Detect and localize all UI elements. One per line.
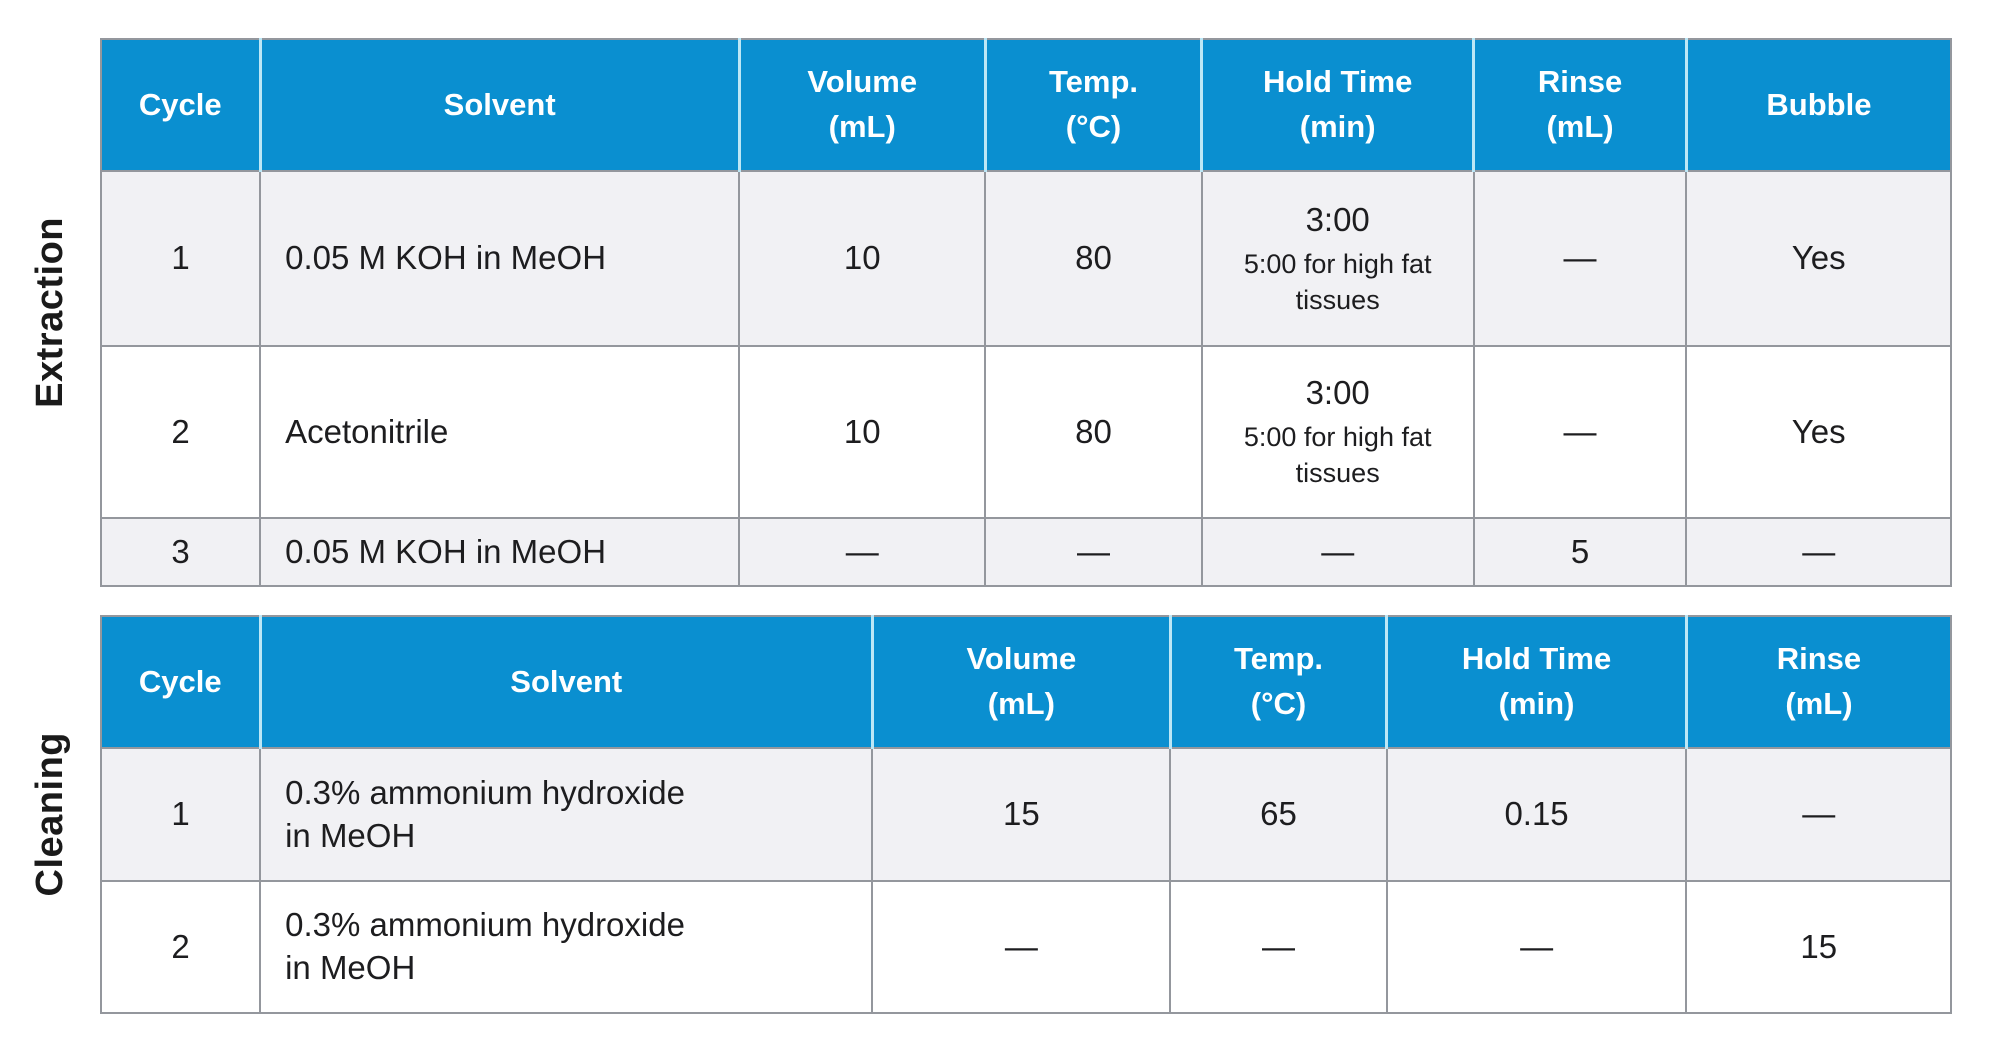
table-row: 2 Acetonitrile 10 80 3:00 5:00 for high fat t…: [99, 345, 1952, 519]
table-cell: —: [871, 880, 1172, 1014]
cell-note: 5:00 for high fat tissues: [1243, 422, 1432, 489]
table-cell: —: [1685, 747, 1952, 882]
table-cell: —: [1169, 880, 1388, 1014]
table-cell: 15: [871, 747, 1172, 882]
column-header: Rinse (mL): [1686, 616, 1952, 749]
table-cell: 15: [1685, 880, 1952, 1014]
column-header: Volume (mL): [739, 39, 987, 172]
column-header: Rinse (mL): [1473, 39, 1688, 172]
extraction-label: Extraction: [28, 217, 71, 408]
cleaning-label-column: Cleaning: [0, 732, 100, 896]
table-cell: 3: [99, 517, 262, 587]
table-cell: Acetonitrile: [259, 345, 741, 519]
column-header: Cycle: [101, 39, 262, 172]
table-cell: 3:00 5:00 for high fat tissues: [1200, 170, 1475, 347]
table-cell: 80: [984, 170, 1203, 347]
column-header: Temp. (°C): [985, 39, 1204, 172]
cleaning-table: Cycle Solvent Volume (mL) Temp. (°C) Hold Time…: [99, 615, 1952, 1014]
column-header: Solvent: [260, 616, 874, 749]
column-header: Bubble: [1686, 39, 1952, 172]
table-cell: —: [1200, 517, 1475, 587]
cleaning-section: Cleaning Cycle Solvent Volume (mL) Temp. (°C)…: [0, 615, 1952, 1014]
table-cell: 3:00 5:00 for high fat tissues: [1200, 345, 1475, 519]
table-cell: —: [1472, 345, 1688, 519]
table-row: 3 0.05 M KOH in MeOH — — —5—: [99, 517, 1952, 587]
column-header: Volume (mL): [872, 616, 1172, 749]
table-cell: 2: [99, 880, 262, 1014]
table-cell: 80: [984, 345, 1203, 519]
table-cell: 0.3% ammonium hydroxide in MeOH: [259, 880, 874, 1014]
table-cell: 0.15: [1385, 747, 1688, 882]
table-cell: 0.05 M KOH in MeOH: [259, 517, 741, 587]
table-cell: 10: [738, 170, 987, 347]
table-cell: 1: [99, 747, 262, 882]
cell-note: 5:00 for high fat tissues: [1243, 248, 1432, 315]
cell-main-value: 3:00: [1305, 200, 1370, 238]
table-cell: Yes: [1685, 345, 1952, 519]
column-header: Hold Time (min): [1386, 616, 1688, 749]
table-cell: 5: [1472, 517, 1688, 587]
table-cell: —: [1385, 880, 1688, 1014]
header-row: Cycle Solvent Volume (mL) Temp. (°C) Hold Time…: [101, 39, 1952, 172]
column-header: Temp. (°C): [1170, 616, 1389, 749]
column-header: Cycle: [101, 616, 262, 749]
table-cell: —: [1472, 170, 1688, 347]
table-row: 1 0.05 M KOH in MeOH 10 80 3:00 5:00 for high…: [99, 170, 1952, 347]
extraction-section: Extraction Cycle Solvent Volume (mL) Temp. (°…: [0, 38, 1952, 587]
table-cell: Yes: [1685, 170, 1952, 347]
table-cell: 0.05 M KOH in MeOH: [259, 170, 741, 347]
column-header: Hold Time (min): [1201, 39, 1476, 172]
table-cell: 0.3% ammonium hydroxide in MeOH: [259, 747, 874, 882]
table-cell: —: [1685, 517, 1952, 587]
table-cell: —: [738, 517, 987, 587]
table-cell: 65: [1169, 747, 1388, 882]
table-row: 2 0.3% ammonium hydroxide in MeOH — — —15: [99, 880, 1952, 1014]
extraction-label-column: Extraction: [0, 217, 100, 408]
table-cell: 10: [738, 345, 987, 519]
table-cell: 1: [99, 170, 262, 347]
table-row: 1 0.3% ammonium hydroxide in MeOH 15 65 0.15…: [99, 747, 1952, 882]
cleaning-label: Cleaning: [28, 732, 71, 897]
table-cell: 2: [99, 345, 262, 519]
column-header: Solvent: [260, 39, 741, 172]
extraction-table: Cycle Solvent Volume (mL) Temp. (°C) Hold Time…: [99, 38, 1952, 587]
cell-main-value: 3:00: [1305, 374, 1370, 412]
page: Extraction Cycle Solvent Volume (mL) Temp. (°…: [0, 38, 1952, 1014]
table-cell: —: [984, 517, 1203, 587]
header-row: Cycle Solvent Volume (mL) Temp. (°C) Hold Time…: [101, 616, 1952, 749]
